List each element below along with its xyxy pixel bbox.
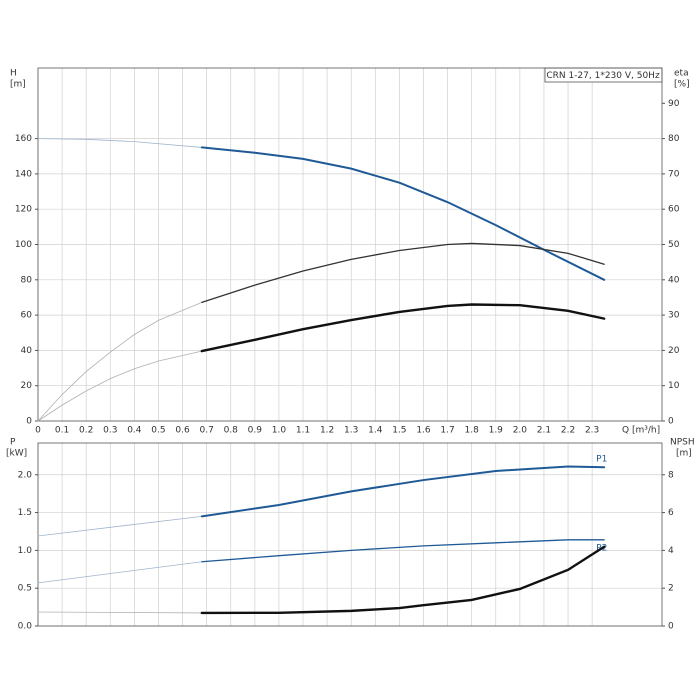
y-tick-label: 2.0 (18, 470, 33, 480)
curve (37, 301, 203, 422)
y-tick-label: 0 (26, 417, 32, 427)
y2-tick-label: 50 (668, 240, 680, 250)
y-tick-label: 20 (21, 381, 33, 391)
curve (37, 561, 203, 584)
y2-tick-label: 70 (668, 169, 680, 179)
y2-axis-unit: [%] (674, 80, 690, 90)
curve (37, 515, 203, 537)
y-tick-label: 0.0 (18, 622, 33, 632)
x-tick-label: 2.0 (513, 426, 528, 436)
y2-tick-label: 30 (668, 311, 680, 321)
y2-tick-label: 40 (668, 275, 680, 285)
plot-frame (37, 67, 663, 422)
x-tick-label: 0 (35, 426, 41, 436)
x-tick-label: 1.8 (465, 426, 480, 436)
y2-tick-label: 20 (668, 346, 680, 356)
y2-tick-label: 8 (668, 470, 674, 480)
y2-tick-label: 6 (668, 508, 674, 518)
curve-label: P1 (596, 455, 607, 465)
y2-tick-label: 2 (668, 584, 674, 594)
y-tick-label: 40 (21, 346, 33, 356)
y2-axis-label: eta (674, 69, 689, 79)
x-tick-label: 2.2 (561, 426, 575, 436)
x-tick-label: 0.1 (55, 426, 69, 436)
y-axis-label: P (10, 438, 16, 448)
y-tick-label: 0.5 (18, 584, 32, 594)
curve (37, 350, 203, 422)
curve (200, 545, 606, 615)
y-tick-label: 140 (15, 169, 32, 179)
x-tick-label: 1.0 (272, 426, 287, 436)
y2-tick-label: 80 (668, 134, 680, 144)
y-tick-label: 120 (15, 205, 32, 215)
curve (201, 539, 605, 563)
x-tick-label: 0.3 (103, 426, 117, 436)
y-tick-label: 80 (21, 275, 33, 285)
curve (37, 611, 203, 614)
x-tick-label: 0.5 (151, 426, 165, 436)
x-tick-label: 0.8 (224, 426, 239, 436)
y-tick-label: 60 (21, 311, 33, 321)
x-tick-label: 1.5 (392, 426, 406, 436)
curve (201, 242, 605, 304)
x-tick-label: 2.1 (537, 426, 551, 436)
x-tick-label: 1.3 (344, 426, 358, 436)
y-axis-label: H (10, 69, 17, 79)
x-tick-label: 0.2 (79, 426, 93, 436)
y-tick-label: 160 (15, 134, 32, 144)
y-axis-unit: [kW] (6, 449, 27, 459)
plot-frame (37, 442, 663, 627)
y2-tick-label: 0 (668, 417, 674, 427)
x-tick-label: 0.7 (199, 426, 213, 436)
y-tick-label: 100 (15, 240, 32, 250)
x-tick-label: 0.4 (127, 426, 142, 436)
x-tick-label: 1.2 (320, 426, 334, 436)
x-tick-label: 1.4 (368, 426, 383, 436)
y2-tick-label: 90 (668, 99, 680, 109)
y2-axis-unit: [m] (676, 449, 692, 459)
chart-title: CRN 1-27, 1*230 V, 50Hz (546, 71, 660, 81)
x-tick-label: 1.1 (296, 426, 310, 436)
y2-tick-label: 4 (668, 546, 674, 556)
y2-tick-label: 0 (668, 622, 674, 632)
x-tick-label: 2.3 (585, 426, 599, 436)
y2-tick-label: 10 (668, 381, 680, 391)
x-tick-label: 1.6 (416, 426, 431, 436)
x-tick-label: 0.6 (175, 426, 190, 436)
y-axis-unit: [m] (10, 80, 26, 90)
curve (200, 146, 606, 281)
plot-area (38, 443, 662, 626)
y2-tick-label: 60 (668, 205, 680, 215)
y2-axis-label: NPSH (670, 438, 695, 448)
curve (200, 303, 606, 353)
x-tick-label: 1.9 (489, 426, 504, 436)
curve (37, 138, 203, 148)
x-tick-label: 1.7 (440, 426, 454, 436)
y-tick-label: 1.0 (18, 546, 33, 556)
y-tick-label: 1.5 (18, 508, 32, 518)
x-axis-label: Q [m³/h] (622, 426, 660, 436)
curve (200, 465, 606, 518)
x-tick-label: 0.9 (248, 426, 263, 436)
